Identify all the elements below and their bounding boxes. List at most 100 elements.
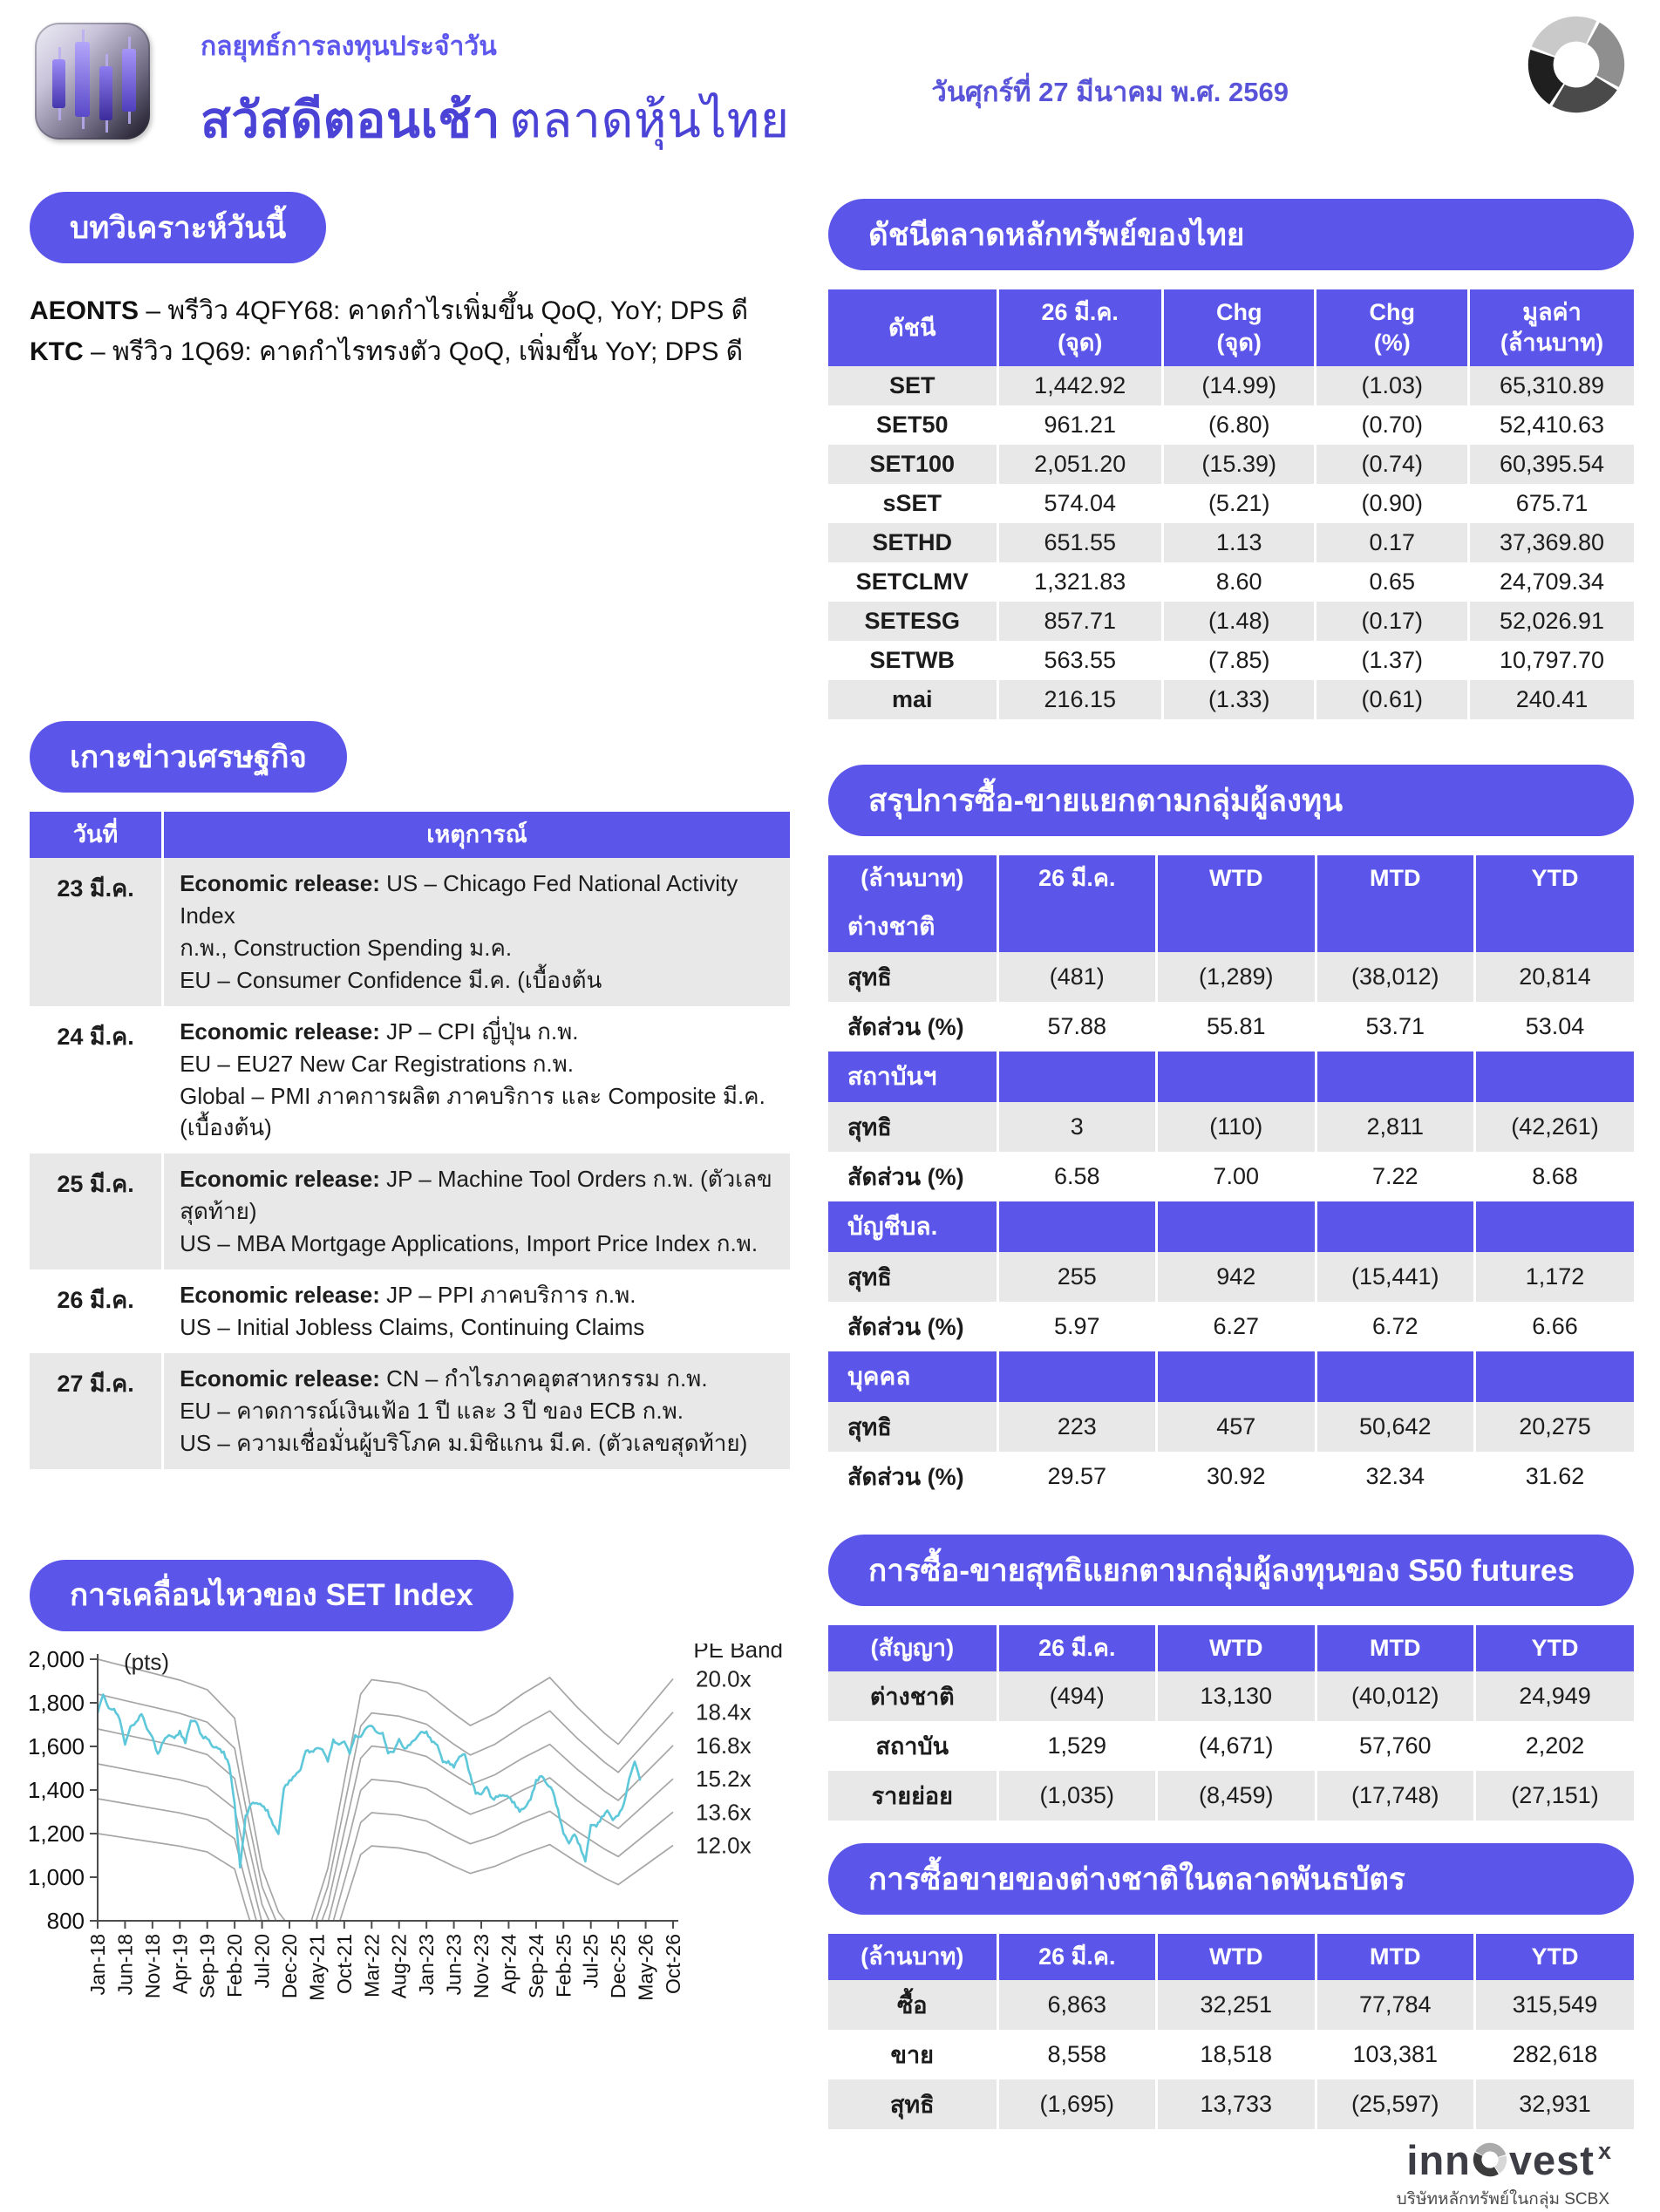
left-column: บทวิเคราะห์วันนี้ AEONTS – พรีวิว 4QFY68… <box>28 159 790 2010</box>
investor-share-row: สัดส่วน (%) 57.88 55.81 53.71 53.04 <box>828 1002 1634 1052</box>
analysis-item-ticker: KTC <box>30 337 84 366</box>
investor-net-value: 20,814 <box>1473 952 1634 1003</box>
chart-ytick-label: 800 <box>47 1908 85 1934</box>
investor-group-name: บัญชีบล. <box>828 1201 998 1253</box>
bond-header-row: (ล้านบาท) 26 มี.ค. WTD MTD YTD <box>828 1934 1634 1981</box>
bond-header-period: WTD <box>1155 1934 1316 1981</box>
pe-band-line-18.4x <box>97 1692 277 1921</box>
investor-net-value: (15,441) <box>1314 1252 1475 1303</box>
index-value: (0.17) <box>1314 602 1469 642</box>
pe-band-label-13.6x: 13.6x <box>696 1799 752 1825</box>
index-value: 563.55 <box>996 641 1163 681</box>
chart-xtick-label: Dec-20 <box>278 1934 301 1998</box>
section-heading-investor-label: สรุปการซื้อ-ขายแยกตามกลุ่มผู้ลงทุน <box>868 783 1344 818</box>
news-header-cell: เหตุการณ์ <box>161 812 790 859</box>
indices-row: SETWB 563.55 (7.85) (1.37) 10,797.70 <box>828 641 1634 681</box>
bond-header-period: YTD <box>1473 1934 1634 1981</box>
section-heading-bond: การซื้อขายของต่างชาติในตลาดพันธบัตร <box>828 1843 1634 1916</box>
index-value: 8.60 <box>1160 562 1316 602</box>
index-name: SETESG <box>828 602 998 642</box>
investor-group-name: บุคคล <box>828 1351 998 1403</box>
section-heading-s50: การซื้อ-ขายสุทธิแยกตามกลุ่มผู้ลงทุนของ S… <box>828 1535 1634 1607</box>
investor-share-value: 5.97 <box>996 1302 1157 1352</box>
pe-band-label-18.4x: 18.4x <box>696 1698 752 1725</box>
chart-xtick-label: Sep-24 <box>525 1933 548 1998</box>
investor-net-value: 2,811 <box>1314 1102 1475 1153</box>
right-column: ดัชนีตลาดหลักทรัพย์ของไทย ดัชนี 26 มี.ค. … <box>828 159 1634 2212</box>
s50-value: (27,151) <box>1473 1771 1634 1821</box>
index-value: 240.41 <box>1467 680 1634 720</box>
indices-row: SET 1,442.92 (14.99) (1.03) 65,310.89 <box>828 366 1634 406</box>
investor-net-value: 1,172 <box>1473 1252 1634 1303</box>
news-event-lead: Economic release: <box>180 1166 380 1193</box>
bond-value: (1,695) <box>996 2079 1157 2130</box>
s50-row: สถาบัน 1,529 (4,671) 57,760 2,202 <box>828 1721 1634 1772</box>
indices-header-cell: Chg (จุด) <box>1160 289 1316 367</box>
report-title-bold: สวัสดีตอนเช้า <box>201 92 500 148</box>
investor-header-unit: (ล้านบาท) <box>828 855 998 902</box>
investor-share-value: 8.68 <box>1473 1152 1634 1202</box>
investor-share-value: 6.58 <box>996 1152 1157 1202</box>
investor-group-filler <box>1314 1201 1475 1253</box>
pe-band-label-20.0x: 20.0x <box>696 1665 752 1691</box>
index-value: (5.21) <box>1160 484 1316 524</box>
chart-xtick-label: Mar-22 <box>360 1934 383 1998</box>
investor-net-value: 223 <box>996 1402 1157 1453</box>
bond-row: ซื้อ 6,863 32,251 77,784 315,549 <box>828 1980 1634 2031</box>
news-row: 23 มี.ค. Economic release: US – Chicago F… <box>30 858 790 1006</box>
chart-xtick-label: Nov-23 <box>470 1934 493 1998</box>
s50-header-row: (สัญญา) 26 มี.ค. WTD MTD YTD <box>828 1625 1634 1672</box>
chart-xtick-label: Feb-25 <box>552 1934 575 1998</box>
indices-row: SET100 2,051.20 (15.39) (0.74) 60,395.54 <box>828 445 1634 485</box>
news-event-line: Global – PMI ภาคการผลิต ภาคบริการ และ Co… <box>180 1082 765 1141</box>
index-value: (1.33) <box>1160 680 1316 720</box>
analysis-item-text: – พรีวิว 1Q69: คาดกำไรทรงตัว QoQ, เพิ่มข… <box>83 337 744 366</box>
news-event-line: EU – Consumer Confidence มี.ค. (เบื้องต้… <box>180 966 602 993</box>
index-value: 216.15 <box>996 680 1163 720</box>
chart-xtick-label: Sep-19 <box>196 1934 219 1998</box>
news-event-lead: Economic release: <box>180 1282 380 1309</box>
chart-xtick-label: Oct-21 <box>333 1934 356 1994</box>
innovestx-logo-vest: vest <box>1508 2137 1595 2184</box>
news-event: Economic release: JP – CPI ญี่ปุ่น ก.พ. E… <box>161 1005 790 1154</box>
pe-band-line-12.0x <box>97 1832 251 1921</box>
pe-band-line-12.0x <box>338 1843 674 1921</box>
innovestx-logo-row: inn vest x <box>1406 2140 1611 2181</box>
news-date: 24 มี.ค. <box>57 1023 134 1050</box>
bond-value: 18,518 <box>1155 2030 1316 2080</box>
investor-group-filler <box>1155 902 1316 953</box>
news-header-row: วันที่ เหตุการณ์ <box>30 812 790 859</box>
news-event-line: Economic release: US – Chicago Fed Natio… <box>180 870 738 929</box>
investor-net-value: (42,261) <box>1473 1102 1634 1153</box>
s50-value: 1,529 <box>996 1721 1157 1772</box>
investor-share-value: 6.66 <box>1473 1302 1634 1352</box>
report-date: วันศุกร์ที่ 27 มีนาคม พ.ศ. 2569 <box>931 77 1289 107</box>
bond-market-table: (ล้านบาท) 26 มี.ค. WTD MTD YTD ซื้อ 6,863 32,25… <box>828 1934 1634 2130</box>
news-date: 26 มี.ค. <box>57 1287 134 1314</box>
news-event-line: ก.พ., Construction Spending ม.ค. <box>180 934 513 961</box>
section-heading-investor: สรุปการซื้อ-ขายแยกตามกลุ่มผู้ลงทุน <box>828 765 1634 837</box>
investor-share-value: 53.04 <box>1473 1002 1634 1052</box>
investor-share-label: สัดส่วน (%) <box>847 1464 964 1491</box>
news-event-line: EU – EU27 New Car Registrations ก.พ. <box>180 1050 575 1077</box>
investor-share-value: 30.92 <box>1155 1452 1316 1502</box>
brand-donut-logo <box>1524 12 1629 122</box>
bond-value: 6,863 <box>996 1980 1157 2031</box>
news-event-line: EU – คาดการณ์เงินเฟ้อ 1 ปี และ 3 ปี ของ … <box>180 1397 684 1424</box>
analysis-list: AEONTS – พรีวิว 4QFY68: คาดกำไรเพิ่มขึ้น… <box>30 291 790 372</box>
s50-row-label: สถาบัน <box>875 1733 949 1760</box>
news-event-line: US – ความเชื่อมั่นผู้บริโภค ม.มิชิแกน มี… <box>180 1429 748 1456</box>
bond-row-label: ขาย <box>890 2042 934 2069</box>
news-event-line: Economic release: CN – กำไรภาคอุตสาหกรรม… <box>180 1365 708 1392</box>
innovestx-tagline: บริษัทหลักทรัพย์ในกลุ่ม SCBX <box>1396 2190 1609 2209</box>
index-name: SETWB <box>869 647 956 674</box>
chart-ytick-label: 1,200 <box>30 1821 85 1847</box>
s50-header-period: YTD <box>1473 1625 1634 1672</box>
chart-ytick-label: 1,400 <box>30 1777 85 1803</box>
news-header-cell: วันที่ <box>30 812 163 859</box>
index-value: (6.80) <box>1160 405 1316 446</box>
pe-band-label-12.0x: 12.0x <box>696 1832 752 1858</box>
news-event-lead: Economic release: <box>180 870 380 897</box>
investor-share-value: 32.34 <box>1314 1452 1475 1502</box>
index-value: 2,051.20 <box>996 445 1163 485</box>
